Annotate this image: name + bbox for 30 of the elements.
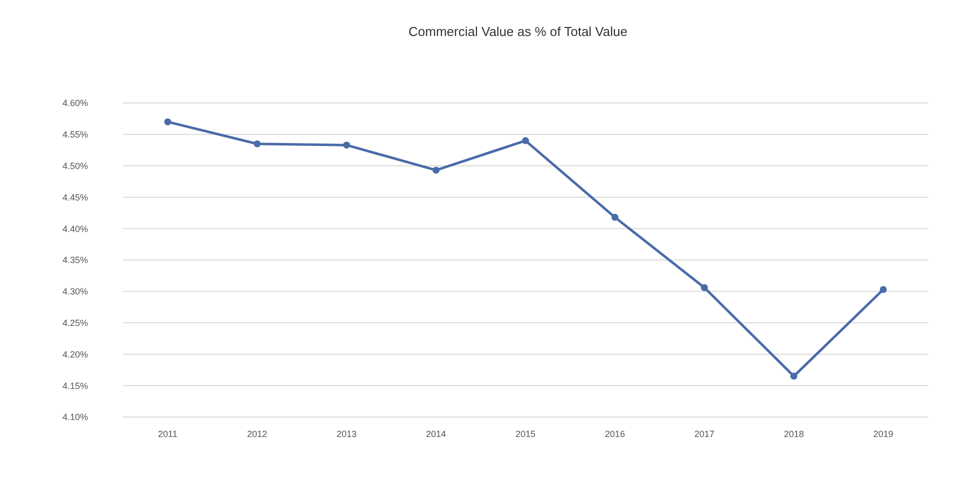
y-tick-label: 4.20%: [62, 349, 88, 360]
y-tick-label: 4.25%: [62, 318, 88, 328]
x-tick-label: 2015: [515, 429, 536, 439]
point: [790, 372, 798, 380]
x-tick-label: 2013: [336, 429, 357, 439]
y-tick-label: 4.50%: [62, 160, 88, 171]
x-tick-label: 2019: [873, 429, 894, 439]
y-tick-label: 4.55%: [62, 130, 88, 140]
point: [880, 286, 887, 294]
x-tick-label: 2011: [158, 429, 178, 439]
point: [164, 118, 172, 126]
point: [522, 137, 529, 144]
chart-title: Commercial Value as % of Total Value: [408, 24, 628, 39]
y-tick-label: 4.10%: [62, 412, 88, 422]
x-tick-label: 2014: [426, 429, 446, 439]
y-tick-label: 4.30%: [62, 286, 88, 297]
point: [343, 142, 350, 149]
y-tick-label: 4.45%: [62, 192, 88, 202]
y-tick-label: 4.40%: [62, 224, 88, 234]
point: [432, 166, 440, 174]
y-tick-label: 4.35%: [62, 255, 88, 266]
point: [254, 140, 261, 148]
point: [611, 214, 618, 221]
x-tick-label: 2012: [247, 429, 268, 439]
x-tick-label: 2017: [694, 429, 714, 439]
y-tick-label: 4.60%: [62, 98, 88, 108]
y-tick-label: 4.15%: [62, 380, 88, 391]
point: [700, 284, 708, 292]
x-tick-label: 2018: [784, 429, 804, 439]
x-tick-label: 2016: [604, 429, 625, 439]
